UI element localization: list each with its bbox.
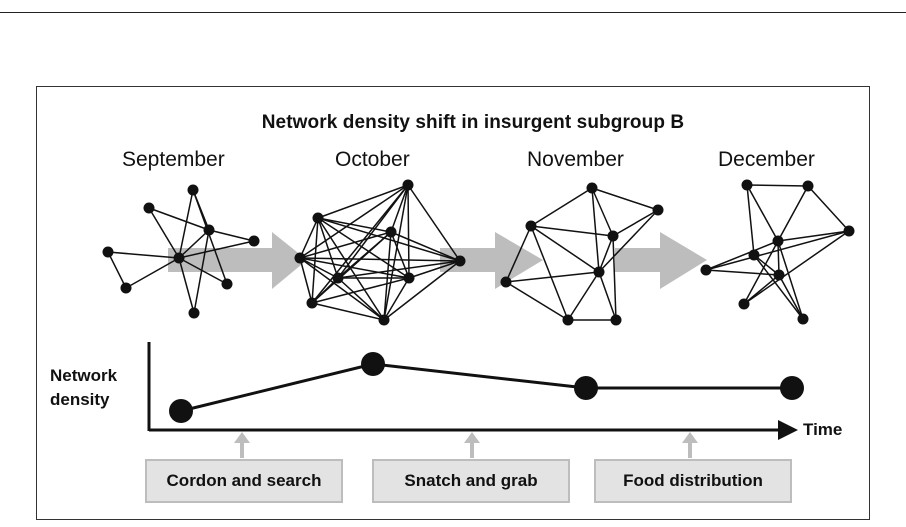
month-label-december: December [718, 148, 815, 171]
nodes-october [294, 179, 466, 326]
x-axis-arrowhead [778, 420, 798, 440]
operation-arrows [234, 432, 698, 458]
flow-arrows [168, 232, 707, 289]
y-axis-label-line2: density [50, 390, 110, 409]
operation-box-food-distribution: Food distribution [594, 459, 792, 503]
density-trend-line [180, 362, 792, 413]
month-label-october: October [335, 148, 410, 171]
y-axis-label-line1: Network [50, 366, 118, 385]
nodes-september [102, 184, 260, 319]
operation-box-snatch-and-grab: Snatch and grab [372, 459, 570, 503]
density-marker-december [780, 376, 804, 400]
density-marker-november [574, 376, 598, 400]
figure-frame [36, 86, 870, 520]
nodes-december [700, 179, 855, 325]
network-september [107, 189, 255, 314]
network-november [505, 187, 659, 321]
operation-box-cordon-and-search: Cordon and search [145, 459, 343, 503]
month-label-september: September [122, 148, 225, 171]
operation-arrow-3 [682, 432, 698, 458]
flow-arrow-2 [440, 232, 543, 289]
flow-arrow-1 [168, 232, 307, 289]
top-rule [0, 12, 906, 13]
network-october [299, 184, 461, 321]
figure-title: Network density shift in insurgent subgr… [261, 112, 685, 133]
density-marker-september [169, 399, 193, 423]
x-axis-label: Time [803, 420, 843, 439]
flow-arrow-3 [615, 232, 707, 289]
network-december [705, 184, 850, 320]
density-axes [147, 342, 780, 432]
y-axis-label: Network density [50, 364, 117, 412]
density-markers [169, 352, 804, 423]
operation-arrow-2 [464, 432, 480, 458]
nodes-november [500, 182, 664, 326]
density-marker-october [361, 352, 385, 376]
operation-arrow-1 [234, 432, 250, 458]
month-label-november: November [527, 148, 624, 171]
